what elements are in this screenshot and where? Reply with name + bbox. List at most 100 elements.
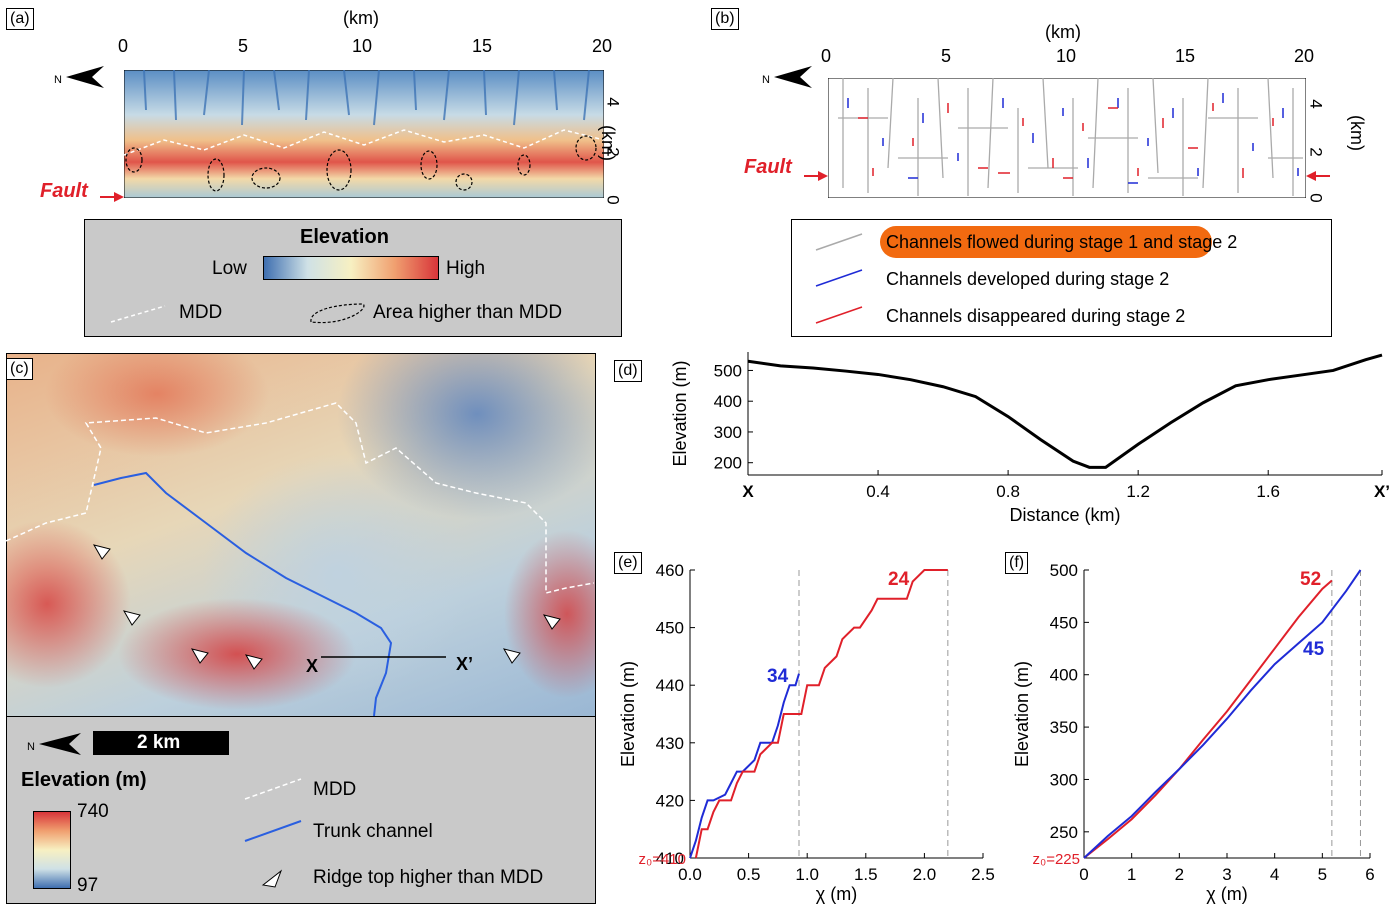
tick-label: 20 — [1294, 46, 1315, 66]
series-line — [1083, 569, 1362, 859]
x-tick-label: 1.0 — [795, 865, 819, 884]
trunk-channel — [93, 471, 393, 716]
panel-b-fault-arrow-right — [1306, 171, 1330, 181]
chart-e: 410 420 430 440 450 460 0.0 0.5 1.0 1.5 2.0 2.5 34 24… — [618, 561, 995, 904]
tick-label: 5 — [941, 46, 952, 66]
panel-b-map — [828, 78, 1306, 198]
panel-b-north-arrow: N — [762, 66, 812, 88]
legend-mdd-icon — [244, 778, 302, 800]
tick-label: 10 — [352, 36, 373, 56]
y-tick-label: 460 — [656, 561, 684, 580]
y-tick-label: 350 — [1050, 718, 1078, 737]
y-axis-label: Elevation (m) — [670, 360, 690, 466]
x-axis-label: Distance (km) — [1009, 505, 1120, 525]
mdd-line — [124, 129, 604, 156]
tick-label: 5 — [238, 36, 249, 56]
tick-label: 0 — [1306, 193, 1326, 203]
legend-title: Elevation (m) — [21, 769, 147, 791]
y-tick-label: 300 — [1050, 770, 1078, 789]
legend-item-1: Channels flowed during stage 1 and stage… — [886, 232, 1238, 252]
y-tick-label: 300 — [714, 423, 742, 442]
svg-text:N: N — [54, 74, 62, 86]
x-tick-label: 0.4 — [866, 482, 890, 501]
profile-x-label: X — [306, 656, 319, 676]
tick-label: 4 — [603, 97, 623, 107]
series-line — [1083, 579, 1333, 859]
legend-trunk: Trunk channel — [313, 821, 433, 842]
series-label: 52 — [1300, 569, 1321, 590]
y-tick-label: 430 — [656, 734, 684, 753]
x-tick-label: 0 — [1079, 865, 1088, 884]
tick-label: 0 — [821, 46, 832, 66]
legend-trunk-icon — [244, 820, 302, 842]
x-axis-label: χ (m) — [816, 884, 857, 904]
panel-e-label: (e) — [614, 552, 642, 574]
legend-mdd: MDD — [179, 302, 223, 323]
panel-c-legend: N 2 km Elevation (m) 740 97 MDD Trunk ch… — [6, 716, 596, 904]
y-tick-label: 440 — [656, 676, 684, 695]
x-tick-label: 3 — [1222, 865, 1231, 884]
legend-high: High — [446, 258, 486, 279]
panel-b-label: (b) — [711, 8, 739, 30]
panel-a-map — [124, 70, 604, 198]
x-tick-label: 1 — [1127, 865, 1136, 884]
scale-bar — [93, 731, 229, 755]
legend-title: Elevation — [300, 226, 389, 248]
x-tick-label: 4 — [1270, 865, 1279, 884]
x-tick-label: 0.8 — [996, 482, 1020, 501]
y-tick-label: 450 — [1050, 613, 1078, 632]
legend-min: 97 — [77, 875, 99, 896]
panel-b-fault-label: Fault — [744, 156, 792, 178]
tick-label: 20 — [592, 36, 613, 56]
legend-item-3: Channels disappeared during stage 2 — [886, 306, 1186, 326]
y-tick-label: 400 — [1050, 666, 1078, 685]
panel-c-label: (c) — [6, 358, 33, 380]
tick-label: 4 — [1306, 99, 1326, 109]
panel-b-side-unit: (km) — [1347, 115, 1367, 151]
x-tick-label: 6 — [1365, 865, 1374, 884]
y-tick-label: 420 — [656, 791, 684, 810]
legend-mdd: MDD — [313, 779, 357, 800]
x-tick-label: 2.5 — [971, 865, 995, 884]
y-tick-label: 500 — [1050, 561, 1078, 580]
tick-label: 0 — [118, 36, 129, 56]
svg-text:N: N — [27, 741, 35, 753]
x-tick-label: X’ — [1374, 482, 1390, 501]
x-tick-label: 1.5 — [854, 865, 878, 884]
x-tick-label: 2.0 — [913, 865, 937, 884]
legend-red-line — [815, 306, 863, 324]
panel-d-label: (d) — [614, 360, 642, 382]
legend-area: Area higher than MDD — [373, 302, 563, 323]
scale-label: 2 km — [137, 732, 181, 753]
y-tick-label: 200 — [714, 454, 742, 473]
x-tick-label: 0.0 — [678, 865, 702, 884]
legend-item-2: Channels developed during stage 2 — [886, 269, 1170, 289]
legend-low: Low — [212, 258, 247, 279]
x-tick-label: 2 — [1175, 865, 1184, 884]
series-line — [689, 673, 800, 859]
tick-label: 0 — [603, 195, 623, 205]
tick-label: 2 — [1306, 147, 1326, 157]
series-label: 45 — [1303, 639, 1325, 660]
legend-max: 740 — [77, 801, 109, 822]
x-axis-label: χ (m) — [1206, 884, 1247, 904]
y-axis-label: Elevation (m) — [618, 661, 638, 767]
x-tick-label: 5 — [1318, 865, 1327, 884]
panel-a-side-unit: (km) — [598, 125, 618, 161]
panel-a-fault-label: Fault — [40, 180, 88, 202]
y-tick-label: 250 — [1050, 823, 1078, 842]
legend-highlight — [880, 226, 1212, 258]
series-label: 34 — [767, 666, 789, 687]
panel-b-legend: Channels flowed during stage 1 and stage… — [791, 219, 1332, 337]
x-tick-label: 1.2 — [1126, 482, 1150, 501]
ridge-icon — [261, 869, 283, 888]
chart-d: 200 300 400 500 X 0.4 0.8 1.2 1.6 X’ Distance (km)… — [670, 352, 1390, 525]
legend-colorbar — [33, 811, 71, 889]
x-tick-label: 1.6 — [1256, 482, 1280, 501]
profile-xp-label: X’ — [456, 654, 474, 674]
series-line — [694, 569, 948, 859]
legend-colorbar — [263, 256, 439, 280]
base-level-label: z₀=410 — [638, 851, 686, 868]
base-level-label: z₀=225 — [1032, 851, 1080, 868]
panel-a-legend: Elevation Low High MDD Area higher than … — [84, 219, 622, 337]
